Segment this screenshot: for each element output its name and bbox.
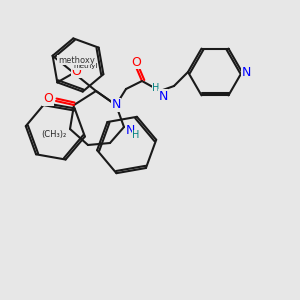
Text: N: N [111,98,121,112]
Text: H: H [132,130,140,140]
Text: O: O [71,65,81,78]
Text: N: N [158,89,168,103]
Text: O: O [43,92,53,106]
Text: H: H [152,83,160,93]
Text: (CH₃)₂: (CH₃)₂ [41,130,67,140]
Text: methyl: methyl [73,63,98,69]
Text: N: N [241,65,251,79]
Text: O: O [131,56,141,68]
Text: methoxy: methoxy [58,56,95,65]
Text: N: N [125,124,135,136]
